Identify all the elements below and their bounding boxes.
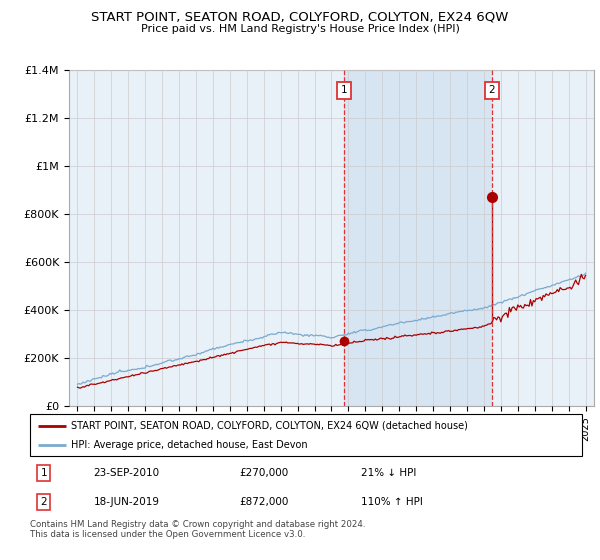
FancyBboxPatch shape (30, 414, 582, 456)
Text: 2: 2 (488, 85, 495, 95)
Text: £270,000: £270,000 (240, 468, 289, 478)
Text: £872,000: £872,000 (240, 497, 289, 507)
Text: START POINT, SEATON ROAD, COLYFORD, COLYTON, EX24 6QW (detached house): START POINT, SEATON ROAD, COLYFORD, COLY… (71, 421, 468, 431)
Text: 2: 2 (40, 497, 47, 507)
Text: Price paid vs. HM Land Registry's House Price Index (HPI): Price paid vs. HM Land Registry's House … (140, 24, 460, 34)
Text: 23-SEP-2010: 23-SEP-2010 (94, 468, 160, 478)
Text: 21% ↓ HPI: 21% ↓ HPI (361, 468, 416, 478)
Bar (344, 70, 492, 406)
Text: START POINT, SEATON ROAD, COLYFORD, COLYTON, EX24 6QW: START POINT, SEATON ROAD, COLYFORD, COLY… (91, 10, 509, 23)
Text: 18-JUN-2019: 18-JUN-2019 (94, 497, 160, 507)
Text: Contains HM Land Registry data © Crown copyright and database right 2024.
This d: Contains HM Land Registry data © Crown c… (30, 520, 365, 539)
Text: HPI: Average price, detached house, East Devon: HPI: Average price, detached house, East… (71, 440, 308, 450)
Text: 110% ↑ HPI: 110% ↑ HPI (361, 497, 423, 507)
Text: 1: 1 (40, 468, 47, 478)
Text: 1: 1 (341, 85, 347, 95)
